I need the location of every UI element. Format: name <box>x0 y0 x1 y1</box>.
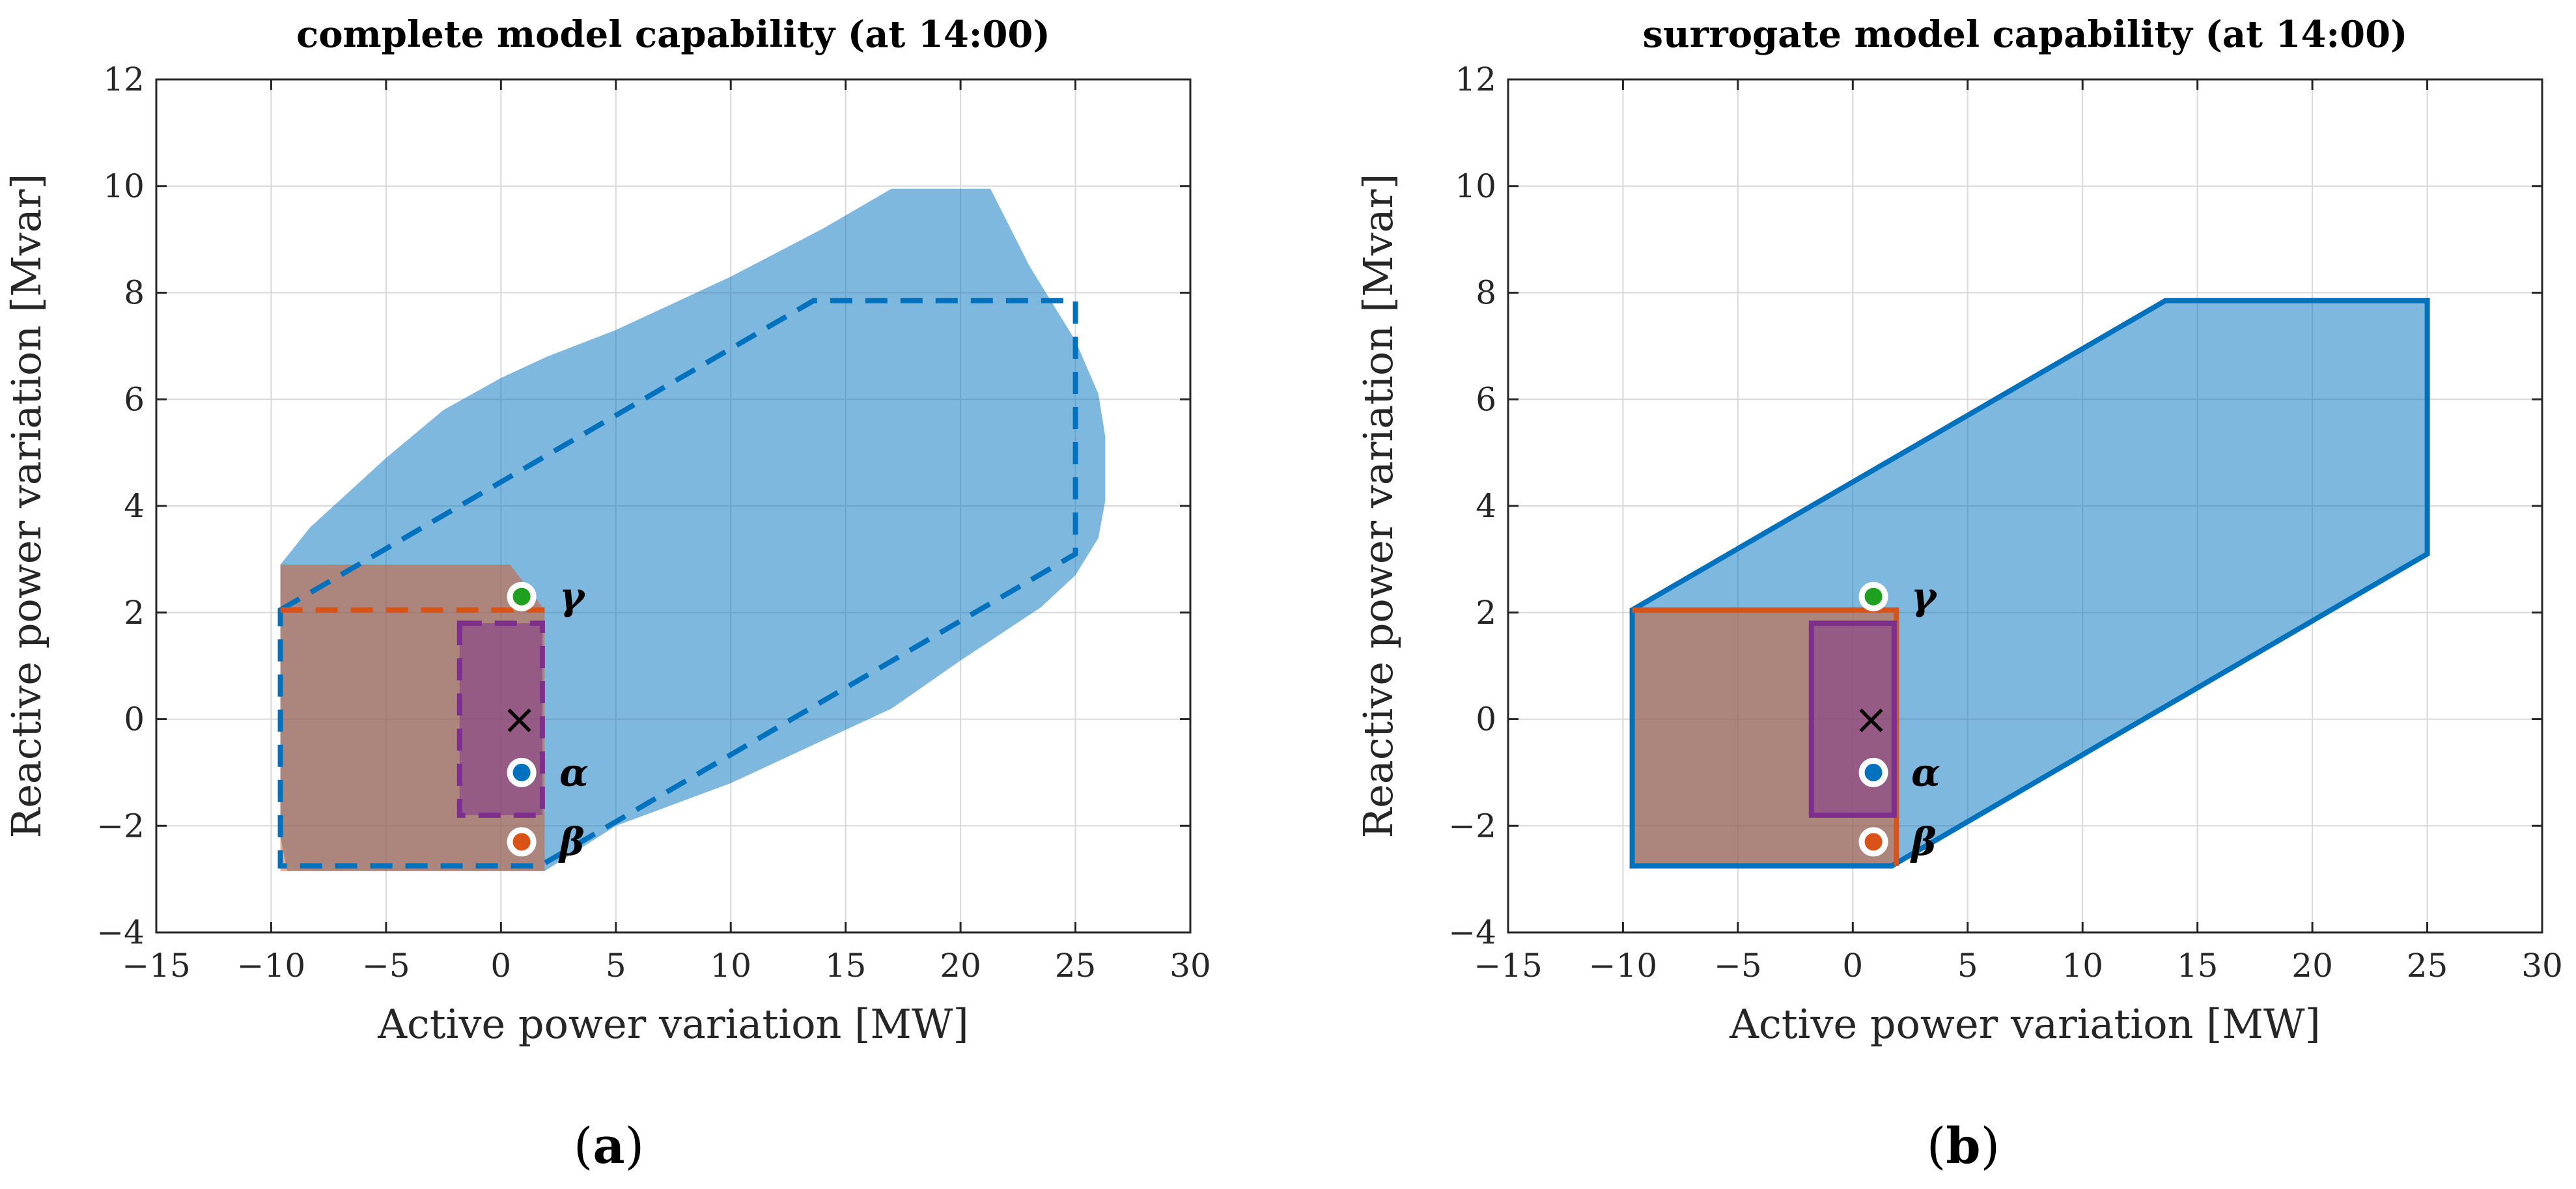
point-β <box>507 827 537 857</box>
x-axis-label: Active power variation [MW] <box>377 1000 969 1048</box>
chart-a: × γ αβ −15 −10 −5 0 5 10 15 20 25 30 −4 −2 0 2 4 6 8 10 12 com… <box>3 13 1211 1048</box>
y-tick-label: 12 <box>103 61 145 98</box>
caption-label: a <box>593 1117 625 1175</box>
y-tick-label: 0 <box>1476 701 1496 738</box>
y-tick-label: 8 <box>124 274 145 312</box>
operating-point-marker: × <box>1854 696 1889 744</box>
point-β <box>1858 827 1888 857</box>
y-axis-label: Reactive power variation [Mvar] <box>1354 174 1402 839</box>
point-γ <box>1858 581 1888 611</box>
point-label: α <box>559 750 589 794</box>
x-tick-label: 15 <box>2177 947 2219 985</box>
y-tick-label: 6 <box>124 380 145 418</box>
y-tick-label: 4 <box>1476 487 1496 525</box>
y-axis-label: Reactive power variation [Mvar] <box>3 174 50 839</box>
surrogate-boundary <box>1629 298 2430 869</box>
point-γ <box>507 581 537 611</box>
x-tick-label: 10 <box>2062 947 2103 985</box>
y-tick-label: 8 <box>1476 274 1496 312</box>
x-axis-label: Active power variation [MW] <box>1729 1000 2321 1048</box>
y-tick-label: 4 <box>124 487 145 525</box>
x-tick-label: 10 <box>710 947 751 985</box>
x-tick-label: 30 <box>2521 947 2563 985</box>
caption-close: ) <box>624 1117 645 1175</box>
operating-point-marker: × <box>502 696 537 744</box>
chart-b: × γ αβ −15 −10 −5 0 5 10 15 20 25 30 −4 −2 0 2 4 6 8 10 12 sur… <box>1354 13 2563 1048</box>
caption-label: b <box>1946 1117 1981 1175</box>
caption-open: ( <box>573 1117 593 1175</box>
purple-boundary <box>1808 621 1897 818</box>
x-tick-label: −5 <box>1714 947 1762 985</box>
y-tick-label: 10 <box>1455 167 1496 205</box>
x-tick-label: −15 <box>122 947 191 985</box>
x-tick-label: 0 <box>490 947 511 985</box>
x-tick-label: 0 <box>1842 947 1863 985</box>
x-tick-label: 20 <box>940 947 981 985</box>
point-label: α <box>1911 750 1940 794</box>
x-tick-label: 5 <box>1957 947 1978 985</box>
x-tick-label: −10 <box>1589 947 1658 985</box>
point-label: β <box>558 820 585 864</box>
y-tick-label: 0 <box>124 701 145 738</box>
y-tick-label: 6 <box>1476 380 1496 418</box>
chart-title: complete model capability (at 14:00) <box>296 13 1050 56</box>
y-tick-label: 12 <box>1455 61 1496 98</box>
point-label: β <box>1910 820 1937 864</box>
surrogate-boundary <box>277 298 1078 869</box>
y-tick-label: −4 <box>1448 914 1496 951</box>
x-tick-label: 25 <box>1055 947 1097 985</box>
y-tick-label: −2 <box>1448 807 1496 845</box>
y-tick-label: 2 <box>124 594 145 632</box>
panel-caption-a: (a) <box>544 1117 674 1175</box>
y-tick-label: −2 <box>96 807 145 845</box>
y-tick-label: −4 <box>96 914 145 951</box>
x-tick-label: 30 <box>1169 947 1211 985</box>
point-label: γ <box>1911 574 1938 619</box>
point-label: γ <box>559 574 586 619</box>
caption-close: ) <box>1980 1117 2000 1175</box>
purple-boundary <box>456 621 545 818</box>
point-α <box>507 757 537 787</box>
x-tick-label: −10 <box>237 947 306 985</box>
x-tick-label: −5 <box>362 947 410 985</box>
chart-title: surrogate model capability (at 14:00) <box>1642 13 2407 56</box>
x-tick-label: −15 <box>1474 947 1543 985</box>
y-tick-label: 10 <box>103 167 145 205</box>
caption-open: ( <box>1926 1117 1946 1175</box>
x-tick-label: 5 <box>606 947 626 985</box>
x-tick-label: 15 <box>825 947 867 985</box>
point-α <box>1858 757 1888 787</box>
x-tick-label: 20 <box>2291 947 2333 985</box>
panel-caption-b: (b) <box>1898 1117 2028 1175</box>
x-tick-label: 25 <box>2407 947 2448 985</box>
y-tick-label: 2 <box>1476 594 1496 632</box>
